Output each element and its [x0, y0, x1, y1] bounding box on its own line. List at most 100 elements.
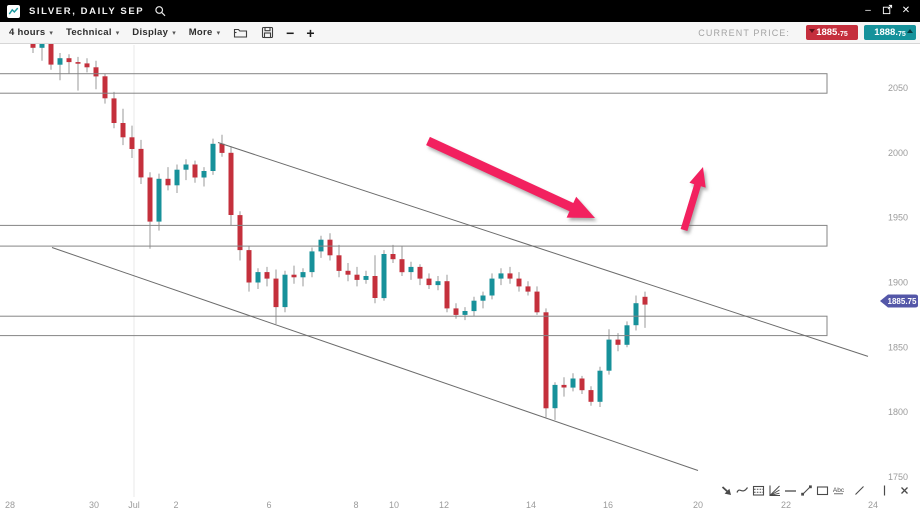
horizontal-line-tool[interactable]	[783, 483, 797, 497]
line-chart-icon	[7, 4, 20, 18]
resistance-zone-upper[interactable]	[0, 73, 828, 94]
candle-body	[579, 378, 585, 391]
candle-body	[561, 384, 567, 388]
candle-body	[264, 272, 270, 279]
arrow-down-icon	[809, 29, 815, 33]
candle-body	[84, 63, 90, 68]
candle-body	[93, 67, 99, 77]
minimize-button[interactable]: –	[865, 5, 871, 16]
save-icon[interactable]	[261, 26, 274, 39]
candle-body	[156, 178, 162, 222]
candle-body	[147, 177, 153, 222]
drawing-toolbar: Abc	[719, 483, 911, 497]
arrow-annotation-tool[interactable]	[719, 483, 733, 497]
candle-body	[615, 339, 621, 345]
channel-lower[interactable]	[51, 247, 699, 471]
candle-body	[255, 272, 261, 283]
chevron-down-icon: ▾	[115, 30, 120, 37]
search-icon[interactable]	[154, 5, 167, 18]
candle-body	[588, 390, 594, 402]
candle-body	[120, 123, 126, 138]
candle-body	[444, 281, 450, 309]
candle-body	[138, 148, 144, 178]
current-price-label: CURRENT PRICE:	[698, 27, 790, 38]
x-axis-label: 2	[173, 500, 178, 510]
restore-button[interactable]	[881, 4, 893, 18]
display-dropdown[interactable]: Display ▾	[132, 27, 176, 38]
y-axis-label: 1900	[888, 278, 908, 288]
candle-body	[300, 272, 306, 278]
x-axis-label: 6	[266, 500, 271, 510]
technical-dropdown[interactable]: Technical ▾	[65, 27, 120, 38]
price-marker-value: 1885.75	[888, 297, 917, 306]
candle-body	[129, 137, 135, 149]
candle-body	[111, 98, 117, 123]
x-axis-label: 28	[5, 500, 15, 510]
candle-body	[417, 266, 423, 279]
candle-body	[228, 152, 234, 215]
candle-body	[516, 278, 522, 287]
x-axis-label: 10	[389, 500, 399, 510]
candle-body	[525, 286, 531, 292]
candle-body	[345, 270, 351, 275]
curve-tool[interactable]	[735, 483, 749, 497]
candle-body	[498, 273, 504, 279]
x-axis-label: 30	[89, 500, 99, 510]
x-axis-label: 24	[868, 500, 878, 510]
down-arrow[interactable]	[426, 136, 595, 218]
x-axis-label: 8	[353, 500, 358, 510]
candle-body	[489, 278, 495, 296]
support-zone[interactable]	[0, 315, 828, 337]
up-arrow[interactable]	[680, 167, 706, 231]
candle-body	[48, 44, 54, 65]
price-chart[interactable]: 2050 2000 1950 1900 1850 1800 1750 28 30 Jul 2 6 8 10…	[0, 44, 920, 521]
candle-body	[273, 278, 279, 308]
candle-body	[75, 62, 81, 64]
x-axis-label: 22	[781, 500, 791, 510]
timeframe-dropdown[interactable]: 4 hours ▾	[9, 27, 53, 38]
gann-fan-tool[interactable]	[767, 483, 781, 497]
more-dropdown[interactable]: More ▾	[188, 27, 221, 38]
folder-open-icon[interactable]	[233, 26, 248, 39]
chevron-down-icon: ▾	[49, 30, 53, 37]
vertical-line-tool[interactable]	[877, 483, 891, 497]
svg-text:Abc: Abc	[832, 487, 844, 494]
candle-body	[354, 274, 360, 280]
candle-body	[453, 308, 459, 315]
chart-title: SILVER, DAILY SEP	[29, 5, 145, 17]
diagonal-line-tool[interactable]	[852, 483, 866, 497]
candle-body	[183, 164, 189, 170]
resistance-zone-mid[interactable]	[0, 224, 828, 247]
delete-tool[interactable]	[897, 483, 911, 497]
chevron-down-icon: ▾	[172, 30, 176, 37]
candle-body	[165, 178, 171, 186]
x-axis-label: 20	[693, 500, 703, 510]
candle-body	[381, 254, 387, 299]
bid-price-badge: 1885. 75	[806, 25, 858, 40]
candle-body	[327, 239, 333, 256]
candle-body	[201, 171, 207, 178]
close-button[interactable]: ✕	[901, 5, 911, 16]
candle-body	[399, 259, 405, 273]
candle-body	[192, 164, 198, 178]
candle-body	[318, 239, 324, 252]
text-tool[interactable]: Abc	[831, 483, 845, 497]
price-marker	[880, 294, 918, 308]
y-axis-label: 1850	[888, 342, 908, 352]
candle-body	[435, 281, 441, 286]
trend-line-tool[interactable]	[799, 483, 813, 497]
x-axis-label: 16	[603, 500, 613, 510]
candle-body	[606, 339, 612, 371]
zoom-out-button[interactable]: −	[286, 24, 295, 41]
candle-body	[426, 278, 432, 286]
candle-body	[174, 169, 180, 186]
y-axis-label: 1750	[888, 472, 908, 482]
y-axis-label: 1950	[888, 213, 908, 223]
candle-body	[480, 295, 486, 301]
candle-body	[390, 254, 396, 260]
channel-upper[interactable]	[217, 142, 869, 357]
zoom-in-button[interactable]: +	[306, 24, 315, 41]
rectangle-tool[interactable]	[815, 483, 829, 497]
fib-grid-tool[interactable]	[751, 483, 765, 497]
